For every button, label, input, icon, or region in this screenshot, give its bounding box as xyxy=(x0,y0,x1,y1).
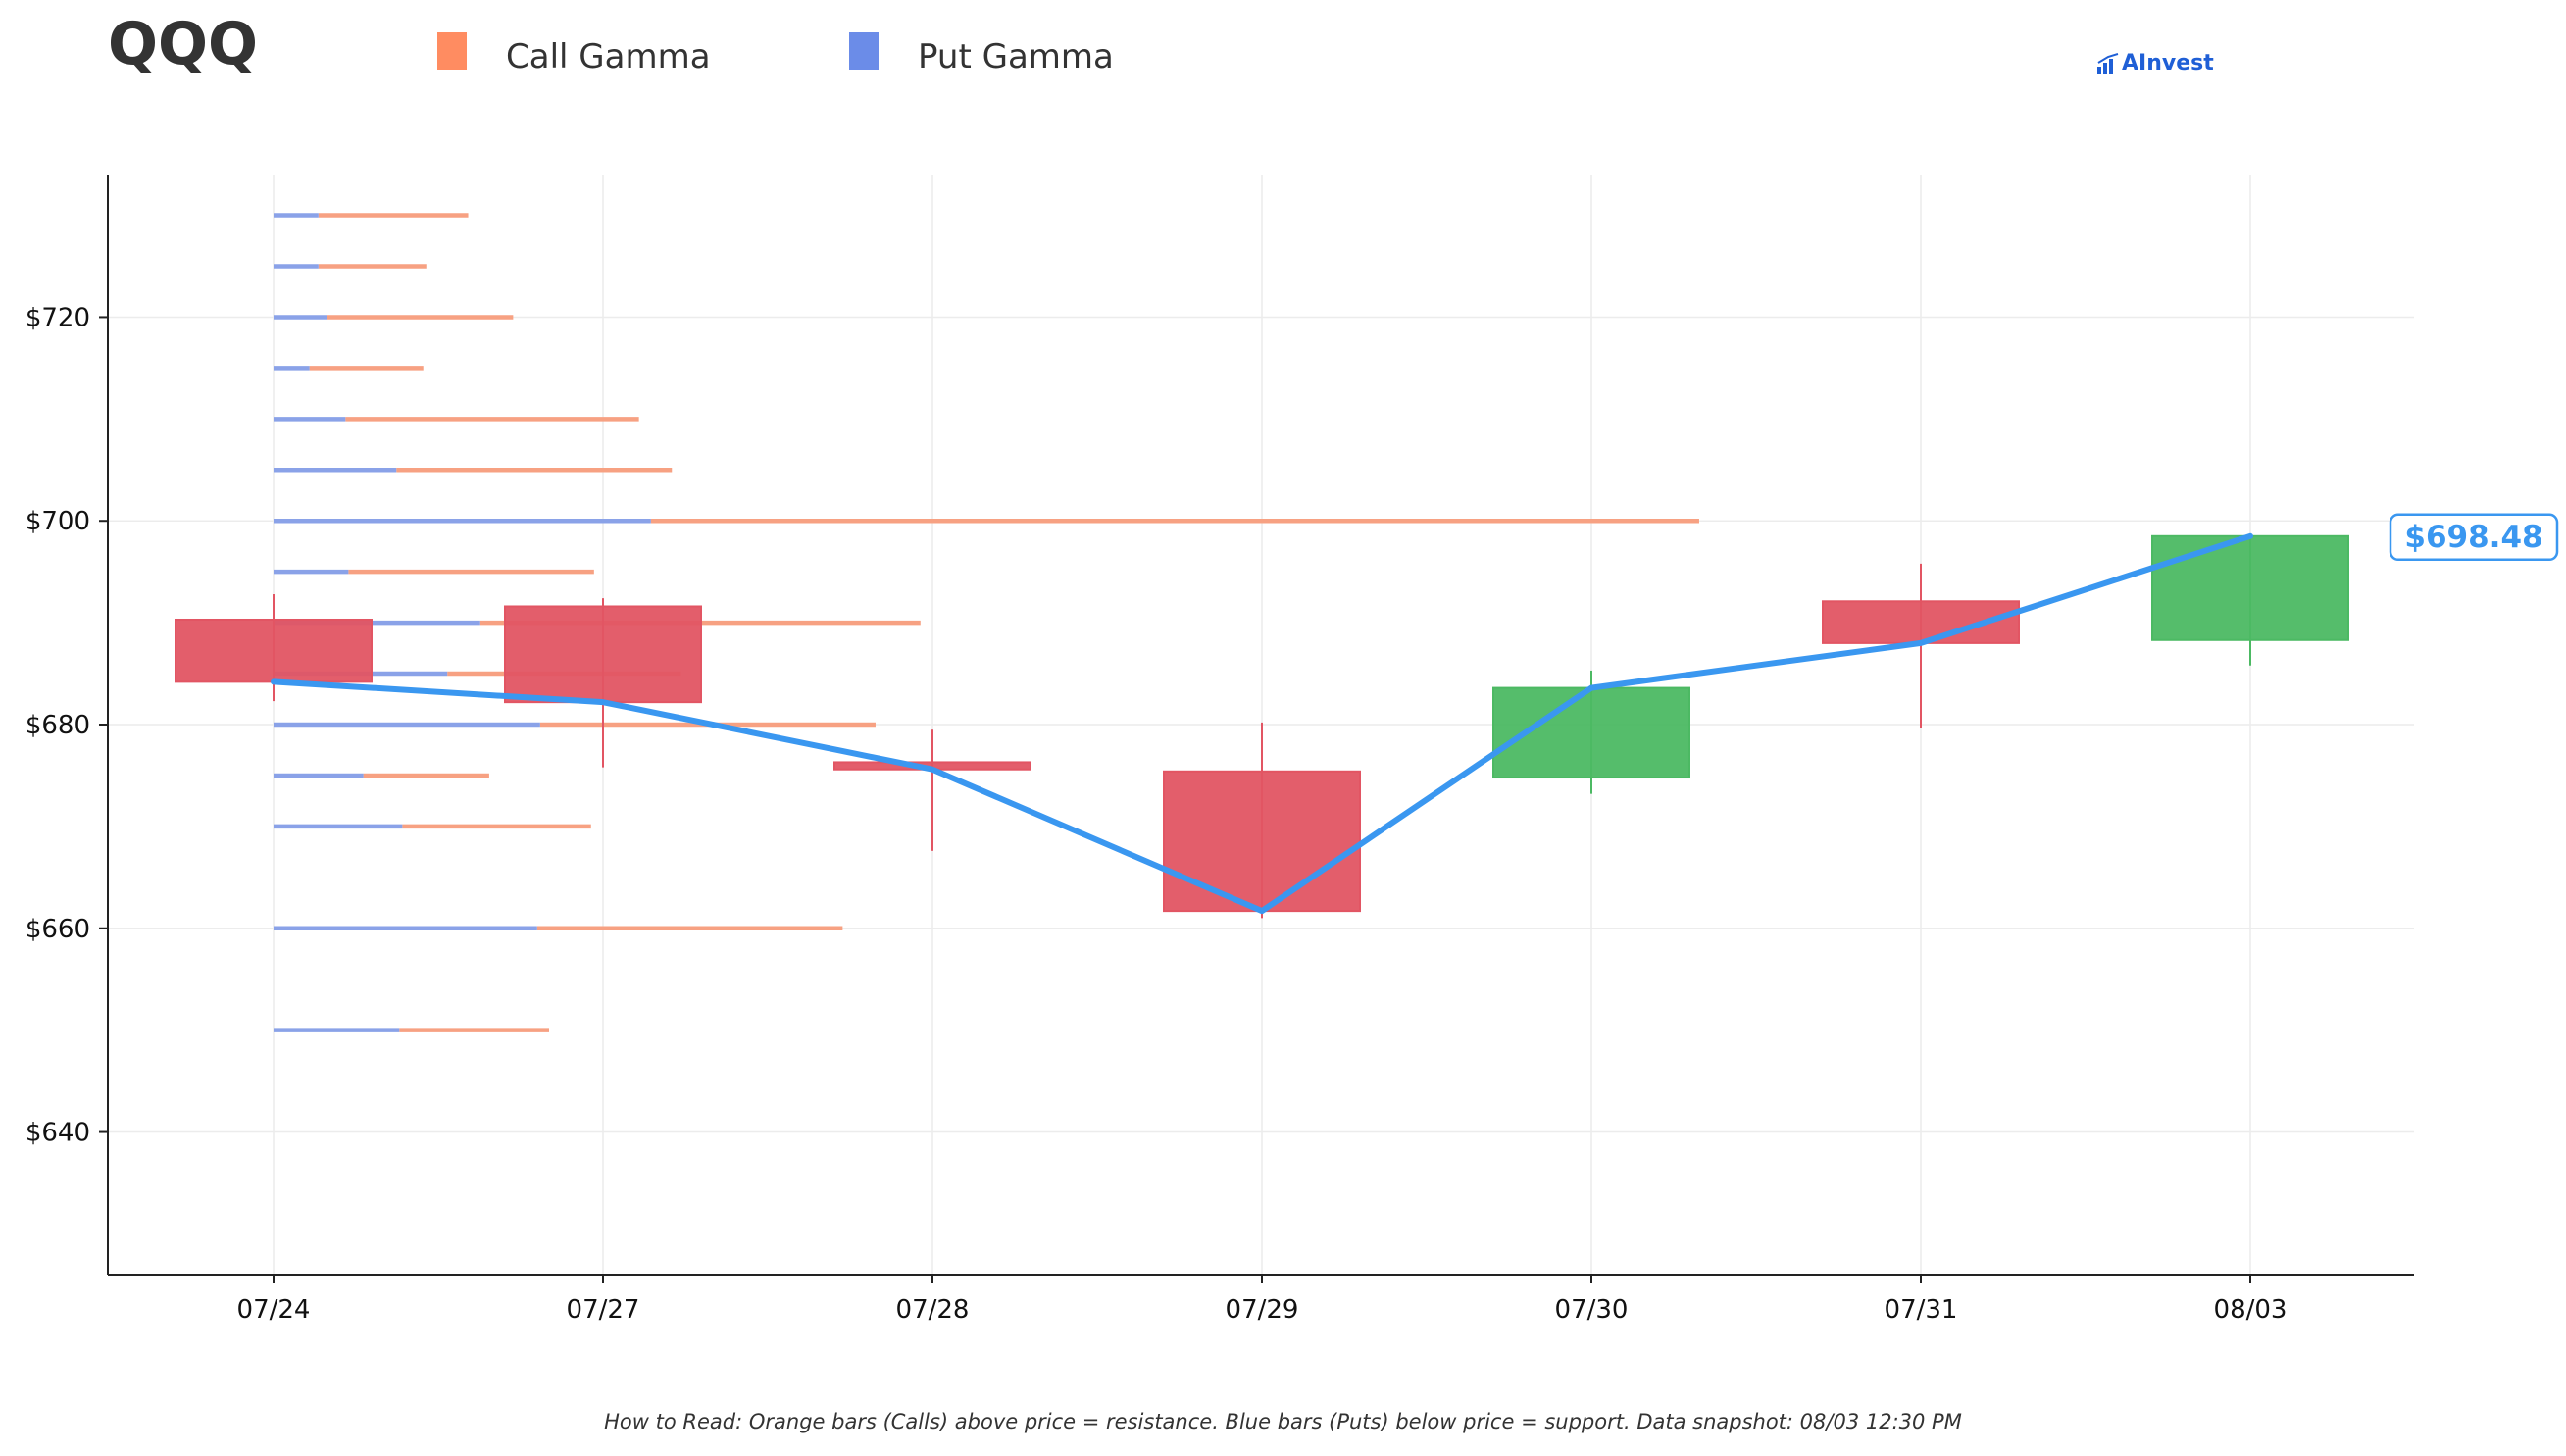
brand-chart-icon xyxy=(2097,52,2119,74)
y-tick-label: $660 xyxy=(25,915,90,944)
x-tick-label: 07/30 xyxy=(1555,1295,1629,1325)
y-tick-label: $640 xyxy=(25,1119,90,1148)
ticker-title: QQQ xyxy=(108,10,259,78)
x-tick-label: 07/29 xyxy=(1226,1295,1299,1325)
candle-body xyxy=(2151,534,2349,641)
x-tick-label: 07/31 xyxy=(1885,1295,1958,1325)
gamma-candlestick-chart: $640 $660 $680 $700 $720 07/24 07/27 07/28 07/29… xyxy=(25,175,2559,1325)
footnote: How to Read: Orange bars (Calls) above p… xyxy=(604,1410,1962,1433)
y-tick-label: $720 xyxy=(25,303,90,332)
x-tick-label: 07/24 xyxy=(237,1295,311,1325)
x-tick-label: 08/03 xyxy=(2214,1295,2288,1325)
close-price-line xyxy=(271,532,2253,915)
legend-put-gamma: Put Gamma xyxy=(849,32,1114,76)
y-tick-label: $680 xyxy=(25,711,90,740)
last-price-label: $698.48 xyxy=(2404,520,2542,555)
y-tick-label: $700 xyxy=(25,507,90,536)
candle-body xyxy=(175,618,373,683)
x-tick-label: 07/27 xyxy=(567,1295,640,1325)
put-gamma-swatch xyxy=(849,32,879,70)
call-gamma-swatch xyxy=(437,32,467,70)
candle-body xyxy=(504,605,702,704)
brand-name: AInvest xyxy=(2122,51,2214,75)
x-tick-label: 07/28 xyxy=(896,1295,970,1325)
candle-body xyxy=(1163,770,1361,913)
legend-call-gamma-label: Call Gamma xyxy=(506,37,711,76)
legend-put-gamma-label: Put Gamma xyxy=(918,37,1114,76)
last-price-badge xyxy=(2389,513,2559,562)
brand-logo: AInvest xyxy=(2096,51,2214,75)
legend-call-gamma: Call Gamma xyxy=(437,32,711,76)
